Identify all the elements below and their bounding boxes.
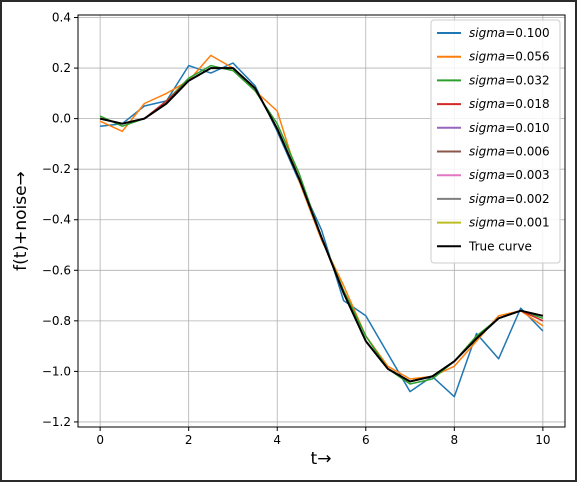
- x-axis-label: t→: [311, 449, 332, 469]
- axis-ticks: 0 2 4 6 8 10 0.4 0.2 0.0 −0.2 −0.4 −0.6 −0.8 −1.0 −1.2: [42, 11, 551, 447]
- legend-label: sigma=0.056: [469, 50, 550, 64]
- x-tick-label: 10: [535, 433, 550, 447]
- legend-label: sigma=0.018: [469, 97, 550, 111]
- y-axis-label: f(t)+noise→: [11, 171, 31, 271]
- legend-label-value: =0.010: [505, 121, 549, 135]
- legend-label-symbol: sigma: [469, 168, 505, 182]
- y-tick-label: −1.2: [42, 415, 71, 429]
- legend-label-symbol: sigma: [469, 50, 505, 64]
- x-tick-label: 0: [96, 433, 104, 447]
- x-tick-label: 2: [185, 433, 193, 447]
- legend-label-symbol: sigma: [469, 73, 505, 87]
- legend-label: sigma=0.002: [469, 192, 550, 206]
- y-tick-label: −0.4: [42, 213, 71, 227]
- y-tick-label: −0.6: [42, 263, 71, 277]
- legend-label-symbol: sigma: [469, 121, 505, 135]
- legend-label-symbol: sigma: [469, 145, 505, 159]
- legend-label-value: True curve: [468, 239, 532, 253]
- legend-label: sigma=0.032: [469, 73, 550, 87]
- legend-label-symbol: sigma: [469, 192, 505, 206]
- x-tick-label: 4: [273, 433, 281, 447]
- y-tick-label: −0.2: [42, 162, 71, 176]
- y-tick-label: −0.8: [42, 314, 71, 328]
- legend-label-value: =0.001: [505, 216, 549, 230]
- x-tick-label: 8: [450, 433, 458, 447]
- legend-label: True curve: [468, 239, 532, 253]
- series-line-9: [99, 67, 544, 383]
- legend-label-value: =0.056: [505, 50, 549, 64]
- y-tick-label: 0.0: [52, 112, 71, 126]
- x-tick-label: 6: [362, 433, 370, 447]
- y-tick-label: 0.4: [52, 11, 71, 25]
- legend-label: sigma=0.001: [469, 216, 550, 230]
- legend-box: [430, 19, 561, 264]
- legend-label-value: =0.002: [505, 192, 549, 206]
- legend-label: sigma=0.100: [469, 26, 550, 40]
- series-lines: [99, 54, 544, 398]
- legend-label: sigma=0.003: [469, 168, 550, 182]
- legend-label-value: =0.006: [505, 145, 549, 159]
- legend-label-value: =0.018: [505, 97, 549, 111]
- y-tick-label: 0.2: [52, 61, 71, 75]
- legend-label-symbol: sigma: [469, 97, 505, 111]
- legend-label-symbol: sigma: [469, 26, 505, 40]
- legend-label: sigma=0.010: [469, 121, 550, 135]
- y-tick-label: −1.0: [42, 364, 71, 378]
- legend-label: sigma=0.006: [469, 145, 550, 159]
- legend-label-value: =0.003: [505, 168, 549, 182]
- legend: sigma=0.100sigma=0.056sigma=0.032sigma=0…: [430, 19, 561, 264]
- legend-label-symbol: sigma: [469, 216, 505, 230]
- legend-label-value: =0.032: [505, 73, 549, 87]
- legend-label-value: =0.100: [505, 26, 549, 40]
- plot-area-frame: [77, 14, 566, 428]
